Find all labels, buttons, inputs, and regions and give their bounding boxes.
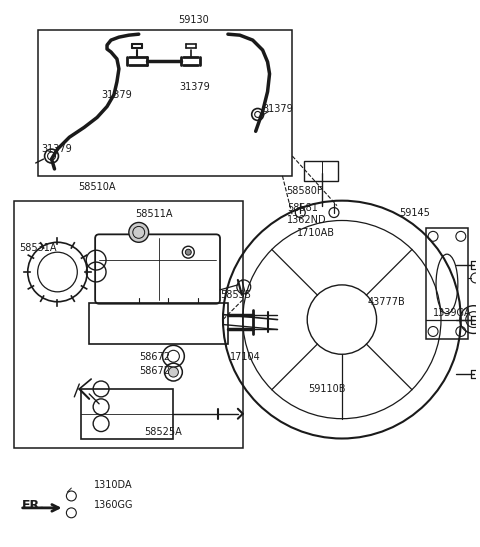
Text: FR.: FR. [22,499,45,513]
Text: 59145: 59145 [399,207,430,218]
Text: 17104: 17104 [230,352,261,362]
Text: 58580F: 58580F [286,186,323,196]
Text: 58510A: 58510A [78,182,116,192]
Text: 1310DA: 1310DA [94,480,133,490]
Text: 1362ND: 1362ND [288,216,327,225]
Circle shape [168,367,179,377]
Text: 58525A: 58525A [144,427,182,437]
Text: 1339GA: 1339GA [433,307,472,318]
Text: 1360GG: 1360GG [94,500,133,510]
Text: 1710AB: 1710AB [297,228,336,238]
Text: 59130: 59130 [178,15,209,25]
Text: 58672: 58672 [139,366,170,376]
Text: 58511A: 58511A [135,208,172,219]
Text: 31379: 31379 [102,90,132,100]
Text: 58581: 58581 [288,202,318,213]
Text: 31379: 31379 [42,144,72,154]
Text: 31379: 31379 [263,104,293,114]
Circle shape [185,249,191,255]
Text: 58672: 58672 [139,352,170,362]
Circle shape [129,223,149,242]
Text: 58535: 58535 [220,290,251,300]
Text: 59110B: 59110B [308,384,346,394]
Text: 31379: 31379 [179,82,210,92]
Text: 43777B: 43777B [368,296,406,307]
Text: 58531A: 58531A [19,243,57,253]
